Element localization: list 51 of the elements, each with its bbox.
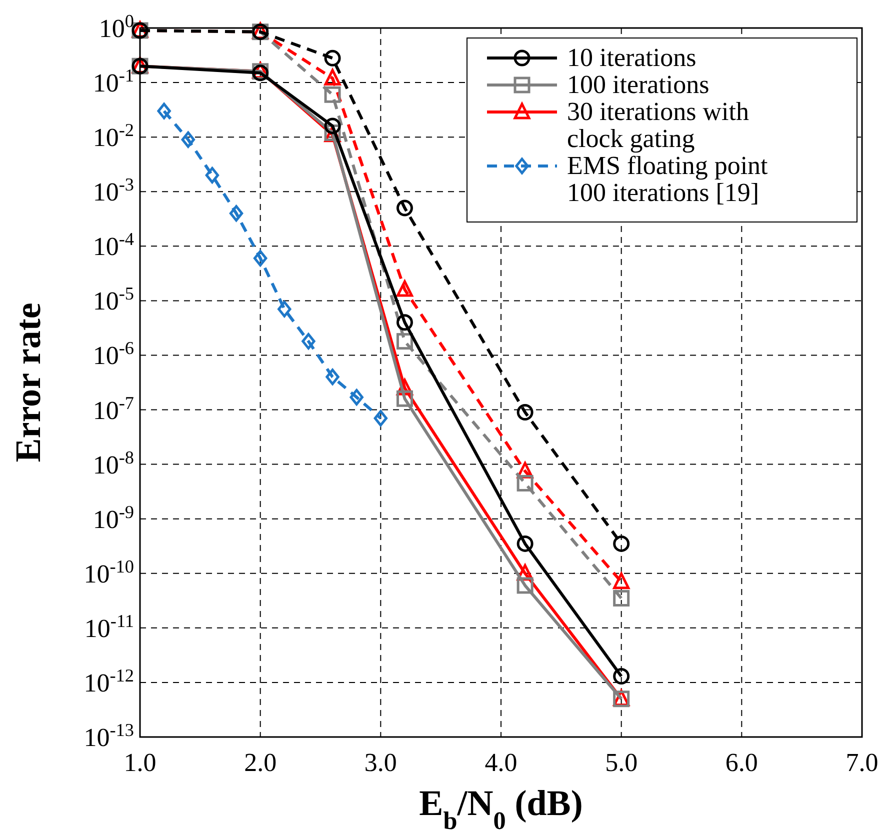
point — [324, 118, 341, 134]
point — [374, 410, 388, 426]
point — [516, 535, 534, 552]
point — [613, 572, 630, 590]
y-tick-label: 10$^{-5}$ — [92, 284, 134, 316]
legend-label: 100 iterations — [567, 70, 710, 99]
y-tick-label: 10$^{-1}$ — [92, 66, 134, 98]
point — [324, 68, 341, 86]
point — [396, 333, 413, 350]
point — [324, 50, 341, 66]
y-tick-label: 10$^{-9}$ — [92, 502, 134, 534]
x-axis-title: E$_{b}$/N$_{0}$ (dB) — [419, 783, 583, 834]
legend-label: 10 iterations — [567, 43, 696, 72]
y-tick-label: 10$^{-10}$ — [84, 556, 134, 588]
point — [205, 166, 220, 184]
point — [157, 102, 171, 120]
point — [516, 474, 534, 492]
point — [613, 590, 630, 606]
x-tick-label: 4.0 — [484, 748, 518, 777]
y-tick-label: 10$^{-2}$ — [92, 120, 134, 152]
point — [613, 535, 630, 552]
y-tick-label: 10$^{-7}$ — [92, 392, 134, 425]
y-tick-label: 10$^{0}$ — [98, 11, 134, 43]
legend-label: 30 iterations with clock gating — [567, 97, 749, 153]
point — [229, 205, 244, 222]
x-tick-label: 6.0 — [725, 748, 758, 777]
y-tick-label: 10$^{-6}$ — [92, 338, 134, 370]
x-tick-label: 5.0 — [605, 748, 638, 777]
x-tick-label: 7.0 — [846, 748, 878, 777]
point — [516, 577, 534, 594]
point — [278, 300, 292, 318]
point — [396, 314, 413, 331]
point — [613, 668, 630, 684]
y-tick-label: 10$^{-12}$ — [84, 665, 134, 698]
y-tick-label: 10$^{-4}$ — [92, 229, 134, 262]
point — [253, 250, 268, 267]
x-tick-label: 2.0 — [244, 748, 277, 777]
point — [181, 131, 195, 148]
y-tick-label: 10$^{-3}$ — [92, 174, 134, 207]
point — [324, 86, 341, 103]
y-tick-label: 10$^{-11}$ — [84, 610, 134, 643]
point — [326, 368, 340, 386]
point — [396, 390, 413, 407]
point — [516, 404, 534, 421]
y-tick-label: 10$^{-8}$ — [92, 447, 134, 480]
point — [302, 333, 316, 350]
point — [350, 388, 364, 406]
y-axis-title: Error rate — [8, 302, 48, 462]
point — [396, 200, 413, 216]
point — [396, 280, 413, 297]
x-tick-label: 3.0 — [364, 748, 397, 777]
